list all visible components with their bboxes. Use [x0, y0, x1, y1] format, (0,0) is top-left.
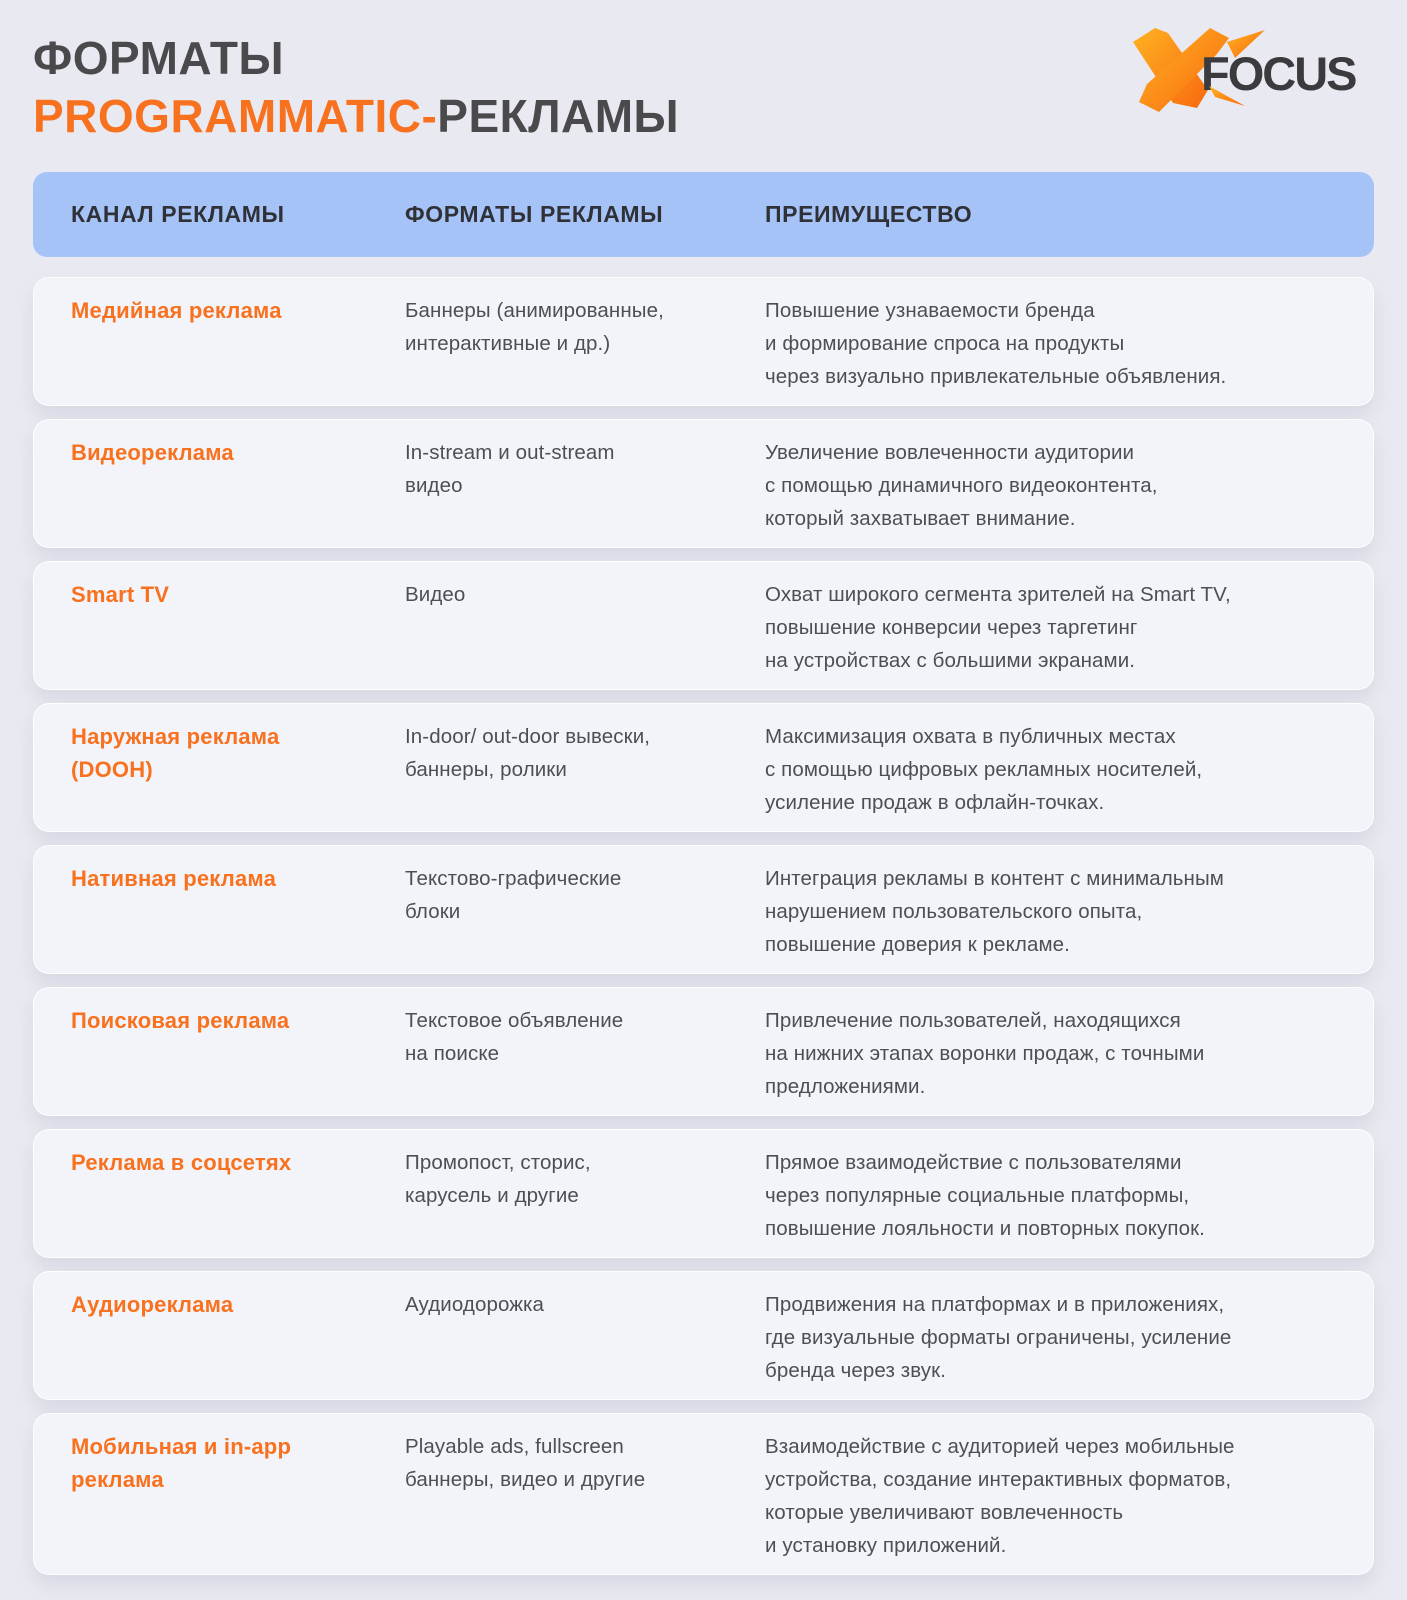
formats-cell: In-door/ out-door вывески, баннеры, роли…	[405, 724, 651, 781]
table-body: Медийная реклама Баннеры (анимированные,…	[33, 276, 1374, 1575]
formats-cell: Видео	[405, 582, 466, 606]
table-row: Видеореклама In-stream и out-stream виде…	[33, 418, 1374, 548]
benefit-cell: Охват широкого сегмента зрителей на Smar…	[765, 582, 1231, 672]
channel-cell: Мобильная и in-app реклама	[71, 1433, 292, 1492]
formats-cell: In-stream и out-stream видео	[405, 440, 615, 497]
table-row: Нативная реклама Текстово-графические бл…	[33, 844, 1374, 974]
page-title-accent: PROGRAMMATIC-	[33, 89, 438, 142]
benefit-cell: Интеграция рекламы в контент с минимальн…	[765, 866, 1224, 956]
formats-cell: Баннеры (анимированные, интерактивные и …	[405, 298, 664, 355]
table-row: Наружная реклама (DOOH) In-door/ out-doo…	[33, 702, 1374, 832]
page-title-line2: PROGRAMMATIC-РЕКЛАМЫ	[33, 88, 1374, 146]
benefit-cell: Повышение узнаваемости бренда и формиров…	[765, 298, 1227, 388]
table-header: КАНАЛ РЕКЛАМЫ ФОРМАТЫ РЕКЛАМЫ ПРЕИМУЩЕСТ…	[33, 171, 1374, 257]
formats-cell: Текстовое объявление на поиске	[405, 1008, 624, 1065]
formats-cell: Промопост, сторис, карусель и другие	[405, 1150, 591, 1207]
column-header-channel: КАНАЛ РЕКЛАМЫ	[71, 200, 285, 227]
column-header-benefit: ПРЕИМУЩЕСТВО	[765, 200, 973, 227]
column-header-formats: ФОРМАТЫ РЕКЛАМЫ	[405, 200, 664, 227]
table-row: Мобильная и in-app реклама Playable ads,…	[33, 1412, 1374, 1575]
orange-brush-splash	[1209, 86, 1245, 106]
table-row: Поисковая реклама Текстовое объявление н…	[33, 986, 1374, 1116]
benefit-cell: Продвижения на платформах и в приложения…	[765, 1292, 1232, 1382]
table-row: Реклама в соцсетях Промопост, сторис, ка…	[33, 1128, 1374, 1258]
benefit-cell: Увеличение вовлеченности аудитории с пом…	[765, 440, 1158, 530]
benefit-cell: Привлечение пользователей, находящихся н…	[765, 1008, 1205, 1098]
table-row: Аудиореклама Аудиодорожка Продвижения на…	[33, 1270, 1374, 1400]
formats-cell: Текстово-графические блоки	[405, 866, 622, 923]
channel-cell: Smart TV	[71, 581, 170, 607]
channel-cell: Реклама в соцсетях	[71, 1149, 292, 1175]
page-title: ФОРМАТЫ PROGRAMMATIC-РЕКЛАМЫ	[33, 30, 1374, 146]
channel-cell: Нативная реклама	[71, 865, 277, 891]
page-title-rest: РЕКЛАМЫ	[437, 89, 680, 142]
formats-cell: Playable ads, fullscreen баннеры, видео …	[405, 1434, 646, 1491]
page-title-line1: ФОРМАТЫ	[33, 32, 284, 84]
channel-cell: Поисковая реклама	[71, 1007, 290, 1033]
channel-cell: Аудиореклама	[71, 1291, 234, 1317]
logo-brand-text: FOCUS	[1201, 47, 1356, 100]
focus-logo: FOCUS	[1133, 28, 1358, 112]
formats-cell: Аудиодорожка	[405, 1292, 545, 1316]
benefit-cell: Взаимодействие с аудиторией через мобиль…	[765, 1434, 1235, 1557]
channel-cell: Медийная реклама	[71, 297, 282, 323]
channel-cell: Наружная реклама (DOOH)	[71, 723, 280, 782]
channel-cell: Видеореклама	[71, 439, 234, 465]
orange-brush-x-icon	[1133, 28, 1265, 112]
benefit-cell: Прямое взаимодействие с пользователями ч…	[765, 1150, 1205, 1240]
table-row: Медийная реклама Баннеры (анимированные,…	[33, 276, 1374, 406]
table-row: Smart TV Видео Охват широкого сегмента з…	[33, 560, 1374, 690]
benefit-cell: Максимизация охвата в публичных местах с…	[765, 724, 1203, 814]
